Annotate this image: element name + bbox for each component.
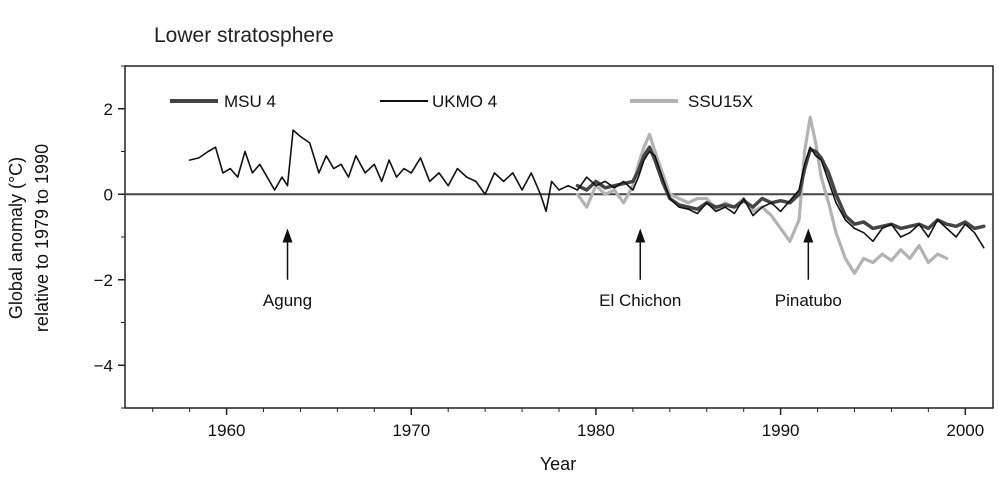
legend-label-ukmo-4: UKMO 4 xyxy=(432,92,497,111)
series-layer xyxy=(188,115,986,275)
y-tick-label-0: 2 xyxy=(104,100,113,119)
series-line-ukmo-4 xyxy=(188,129,985,249)
y-axis-label-line-2: relative to 1979 to 1990 xyxy=(32,144,52,332)
y-tick-label-1: 0 xyxy=(104,185,113,204)
y-tick-label-3: −4 xyxy=(94,356,113,375)
chart-title: Lower stratosphere xyxy=(154,24,334,47)
series-line-ssu15x xyxy=(575,115,949,275)
legend-label-ssu15x: SSU15X xyxy=(688,92,753,111)
annotation-label-pinatubo: Pinatubo xyxy=(775,291,842,310)
annotation-arrow-head-el-chichon xyxy=(635,228,646,243)
plot-frame xyxy=(124,65,994,409)
y-tick-label-2: −2 xyxy=(94,271,113,290)
x-tick-label-1990: 1990 xyxy=(762,421,800,440)
series-line-msu-4 xyxy=(575,145,986,231)
axes: 1960 1970 1980 1990 2000 2 0 −2 −4 xyxy=(94,65,993,440)
x-axis-label: Year xyxy=(540,454,576,474)
annotation-label-agung: Agung xyxy=(263,291,312,310)
x-tick-label-1980: 1980 xyxy=(577,421,615,440)
annotation-arrow-head-agung xyxy=(282,228,293,243)
legend-label-msu-4: MSU 4 xyxy=(224,92,276,111)
annotation-arrow-head-pinatubo xyxy=(803,228,814,243)
x-tick-label-1970: 1970 xyxy=(392,421,430,440)
annotation-label-el-chichon: El Chichon xyxy=(599,291,681,310)
x-tick-label-2000: 2000 xyxy=(946,421,984,440)
annotation-layer: Agung El Chichon Pinatubo xyxy=(263,228,842,310)
x-tick-label-1960: 1960 xyxy=(208,421,246,440)
legend: MSU 4 UKMO 4 SSU15X xyxy=(170,92,753,111)
y-axis-label-line-1: Global anomaly (°C) xyxy=(6,157,26,319)
